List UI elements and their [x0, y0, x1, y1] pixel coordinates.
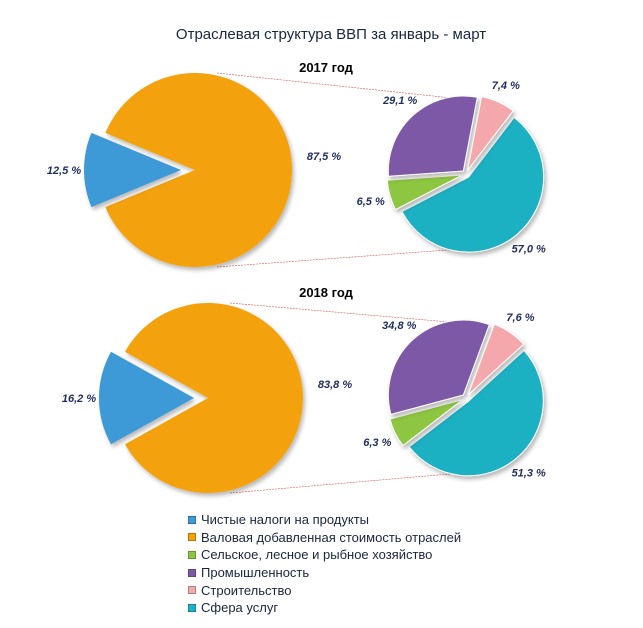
data-label-gross-value-added-2018: 83,8 % [318, 379, 352, 391]
pie-slice-gross-value-added-2017 [105, 73, 293, 267]
legend-label-net-taxes: Чистые налоги на продукты [201, 512, 370, 528]
pie-slice-services-2017 [401, 116, 545, 253]
legend-item-gross-value-added: Валовая добавленная стоимость отраслей [188, 529, 461, 547]
pie-slice-industry-2017 [387, 95, 478, 177]
legend-item-net-taxes: Чистые налоги на продукты [188, 511, 461, 529]
panel-2017: 12,5 % 87,5 % 57,0 % 6,5 % 29,1 % 7,4 % [47, 72, 546, 268]
data-label-agriculture-2018: 6,3 % [363, 437, 391, 449]
legend-label-services: Сфера услуг [201, 600, 279, 616]
legend-label-agriculture: Сельское, лесное и рыбное хозяйство [201, 547, 433, 563]
data-label-net-taxes-2018: 16,2 % [62, 393, 96, 405]
legend-swatch-agriculture [188, 550, 196, 559]
legend-label-construction: Строительство [201, 582, 292, 598]
data-label-net-taxes-2017: 12,5 % [47, 165, 81, 177]
year-label-2018: 2018 год [299, 285, 354, 300]
pie-slice-gross-value-added-2018 [125, 303, 303, 494]
pie-slice-agriculture-2017 [386, 174, 463, 211]
chart-title: Отраслевая структура ВВП за январь - мар… [176, 26, 486, 43]
legend-item-industry: Промышленность [188, 564, 461, 582]
data-label-industry-2018: 34,8 % [382, 320, 416, 332]
pie-slice-services-2018 [408, 349, 544, 477]
pie-slice-industry-2018 [387, 319, 490, 416]
data-label-construction-2017: 7,4 % [492, 80, 520, 92]
pie-slice-net-taxes-2017 [84, 132, 181, 208]
legend-swatch-industry [188, 568, 196, 577]
legend-label-industry: Промышленность [201, 565, 310, 581]
pie-slice-agriculture-2018 [389, 399, 463, 447]
data-label-services-2017: 57,0 % [512, 244, 546, 256]
legend-swatch-gross-value-added [188, 533, 196, 542]
panel-2018: 16,2 % 83,8 % 51,3 % 6,3 % 34,8 % 7,6 % [62, 302, 546, 494]
data-label-industry-2017: 29,1 % [382, 95, 417, 107]
legend-label-gross-value-added: Валовая добавленная стоимость отраслей [201, 529, 462, 545]
data-label-agriculture-2017: 6,5 % [357, 196, 385, 208]
legend-swatch-net-taxes [188, 515, 196, 524]
legend-swatch-construction [188, 586, 196, 595]
connector-line-top [216, 72, 462, 100]
pie-slice-construction-2018 [467, 323, 525, 396]
pie-slice-net-taxes-2018 [98, 351, 194, 445]
connector-line-bottom [216, 248, 462, 268]
year-label-2017: 2017 год [299, 60, 354, 75]
legend-item-services: Сфера услуг [188, 599, 461, 617]
connector-line-bottom [229, 472, 462, 494]
legend: Чистые налоги на продукты Валовая добавл… [188, 511, 461, 617]
data-label-services-2018: 51,3 % [512, 468, 546, 480]
legend-swatch-services [188, 603, 196, 612]
data-label-gross-value-added-2017: 87,5 % [307, 151, 341, 163]
legend-item-agriculture: Сельское, лесное и рыбное хозяйство [188, 546, 461, 564]
data-label-construction-2018: 7,6 % [506, 312, 534, 324]
connector-line-top [229, 302, 462, 324]
legend-item-construction: Строительство [188, 581, 461, 599]
pie-slice-construction-2017 [467, 96, 514, 171]
